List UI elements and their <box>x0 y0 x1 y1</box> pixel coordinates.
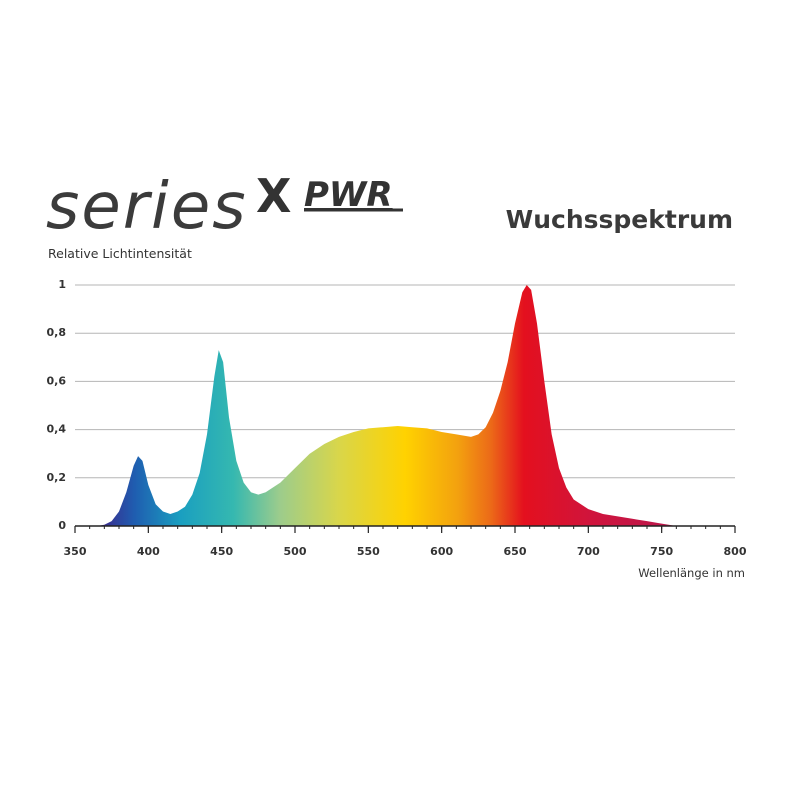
y-tick-label: 0,2 <box>47 471 67 484</box>
logo-x: X <box>256 169 291 223</box>
x-tick-label: 700 <box>577 545 600 558</box>
x-tick-label: 650 <box>504 545 527 558</box>
y-axis-label: Relative Lichtintensität <box>48 246 192 261</box>
x-tick-label: 350 <box>64 545 87 558</box>
x-tick-label: 550 <box>357 545 380 558</box>
logo-series: series <box>46 170 248 244</box>
x-tick-label: 600 <box>430 545 453 558</box>
x-tick-label: 400 <box>137 545 160 558</box>
x-tick-label: 750 <box>650 545 673 558</box>
x-tick-label: 800 <box>724 545 747 558</box>
y-tick-label: 0,4 <box>47 423 67 436</box>
spectrum-area <box>97 285 677 526</box>
logo-pwr: PWR <box>304 175 393 215</box>
chart-title: Wuchsspektrum <box>506 205 733 234</box>
y-tick-label: 0 <box>58 519 66 532</box>
y-tick-label: 0,6 <box>47 374 67 387</box>
y-tick-label: 0,8 <box>47 326 67 339</box>
x-tick-label: 450 <box>210 545 233 558</box>
x-axis-label: Wellenlänge in nm <box>638 566 745 580</box>
x-tick-label: 500 <box>284 545 307 558</box>
y-tick-label: 1 <box>58 278 66 291</box>
